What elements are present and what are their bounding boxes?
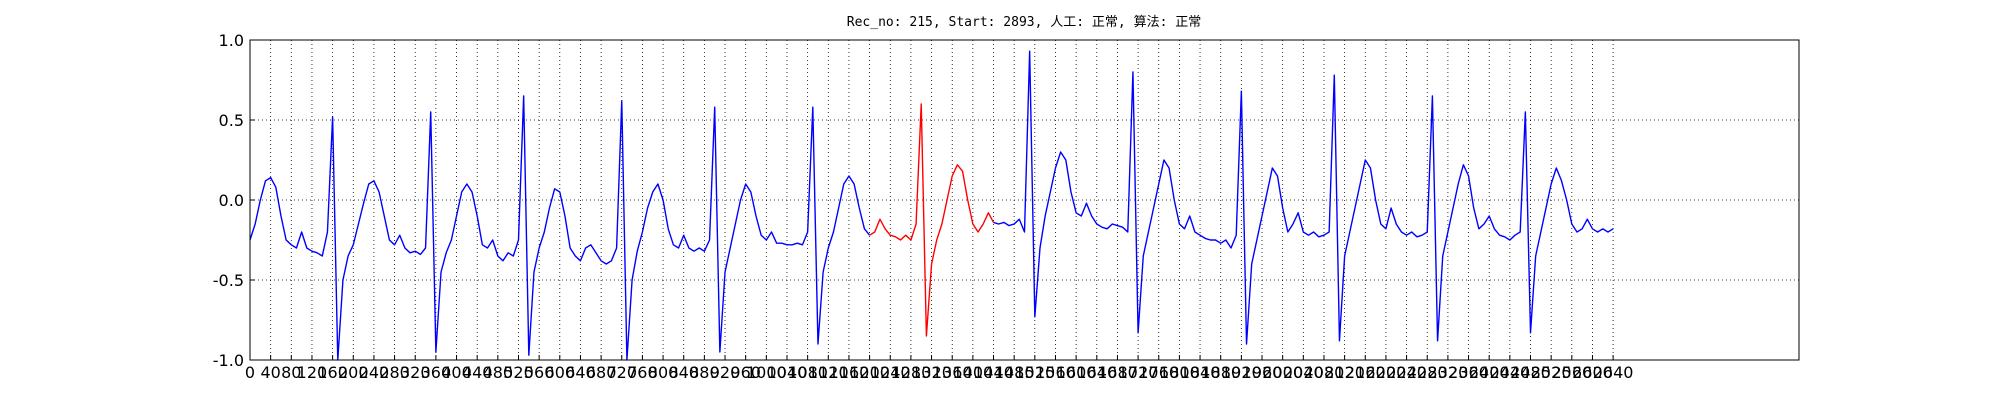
x-tick-label: 160 — [317, 363, 348, 382]
x-tick-label: 80 — [281, 363, 301, 382]
x-tick-label: 280 — [379, 363, 410, 382]
x-tick-label: 1040 — [767, 363, 808, 382]
x-tick-label: 40 — [260, 363, 280, 382]
x-tick-label: 2040 — [1283, 363, 1324, 382]
x-tick-label: 360 — [421, 363, 452, 382]
x-tick-label: 960 — [730, 363, 761, 382]
x-tick-label: 1960 — [1242, 363, 1283, 382]
x-tick-label: 800 — [648, 363, 679, 382]
x-tick-label: 600 — [545, 363, 576, 382]
x-tick-label: 2400 — [1469, 363, 1510, 382]
x-tick-label: 200 — [338, 363, 369, 382]
grid-layer — [249, 39, 1799, 361]
x-tick-label: 1560 — [1035, 363, 1076, 382]
x-tick-label: 2280 — [1407, 363, 1448, 382]
x-tick-label: 1520 — [1014, 363, 1055, 382]
y-tick-label: 1.0 — [219, 31, 244, 50]
x-tick-label: 1680 — [1097, 363, 1138, 382]
y-tick-label: 0.5 — [219, 111, 244, 130]
x-tick-label: 320 — [400, 363, 431, 382]
line-layer — [249, 50, 1614, 361]
x-tick-label: 2000 — [1262, 363, 1303, 382]
x-tick-label: 120 — [297, 363, 328, 382]
x-tick-label: 1000 — [746, 363, 787, 382]
x-tick-label: 1600 — [1056, 363, 1097, 382]
x-tick-label: 440 — [462, 363, 493, 382]
x-tick-label: 1200 — [849, 363, 890, 382]
x-tick-label: 1320 — [911, 363, 952, 382]
y-tick-label: -1.0 — [213, 351, 244, 370]
x-tick-label: 760 — [627, 363, 658, 382]
x-tick-label: 2160 — [1345, 363, 1386, 382]
x-tick-label: 1480 — [994, 363, 1035, 382]
x-tick-label: 2440 — [1489, 363, 1530, 382]
x-tick-label: 1120 — [808, 363, 849, 382]
x-tick-label: 2120 — [1324, 363, 1365, 382]
x-tick-label: 1400 — [953, 363, 994, 382]
x-tick-label: 880 — [689, 363, 720, 382]
x-tick-label: 1240 — [870, 363, 911, 382]
x-tick-label: 1880 — [1200, 363, 1241, 382]
x-tick-label: 720 — [606, 363, 637, 382]
x-tick-label: 1760 — [1138, 363, 1179, 382]
x-tick-label: 640 — [565, 363, 596, 382]
x-tick-label: 1160 — [829, 363, 870, 382]
x-tick-label: 2640 — [1593, 363, 1634, 382]
x-tick-label: 2600 — [1572, 363, 1613, 382]
x-tick-label: 920 — [710, 363, 741, 382]
x-tick-label: 520 — [503, 363, 534, 382]
x-tick-label: 2240 — [1386, 363, 1427, 382]
x-tick-label: 1720 — [1118, 363, 1159, 382]
x-tick-label: 1800 — [1159, 363, 1200, 382]
x-tick-label: 400 — [441, 363, 472, 382]
x-tick-label: 480 — [483, 363, 514, 382]
y-tick-label: 0.0 — [219, 191, 244, 210]
x-tick-label: 840 — [668, 363, 699, 382]
x-tick-label: 1360 — [932, 363, 973, 382]
x-tick-label: 560 — [524, 363, 555, 382]
y-tick-label: -0.5 — [213, 271, 244, 290]
x-tick-label: 2200 — [1366, 363, 1407, 382]
chart-title: Rec_no: 215, Start: 2893, 人工: 正常, 算法: 正常 — [847, 15, 1201, 30]
x-tick-label: 2520 — [1531, 363, 1572, 382]
ecg-line — [249, 50, 1614, 361]
x-tick-label: 1080 — [787, 363, 828, 382]
x-tick-label: 2360 — [1448, 363, 1489, 382]
x-tick-label: 1280 — [891, 363, 932, 382]
x-tick-label: 1440 — [973, 363, 1014, 382]
x-tick-label: 2480 — [1510, 363, 1551, 382]
x-tick-label: 2080 — [1304, 363, 1345, 382]
ecg-line — [869, 103, 995, 337]
x-tick-label: 2560 — [1551, 363, 1592, 382]
x-tick-label: 2320 — [1428, 363, 1469, 382]
x-tick-label: 240 — [359, 363, 390, 382]
x-tick-label: 1840 — [1180, 363, 1221, 382]
x-tick-label: 1640 — [1076, 363, 1117, 382]
label-layer: -1.0 -0.5 0.0 0.5 1.0 0 40 80120160200240280320… — [213, 31, 1634, 382]
x-tick-label: 680 — [586, 363, 617, 382]
x-tick-label: 1920 — [1221, 363, 1262, 382]
x-tick-label: 0 — [245, 363, 255, 382]
